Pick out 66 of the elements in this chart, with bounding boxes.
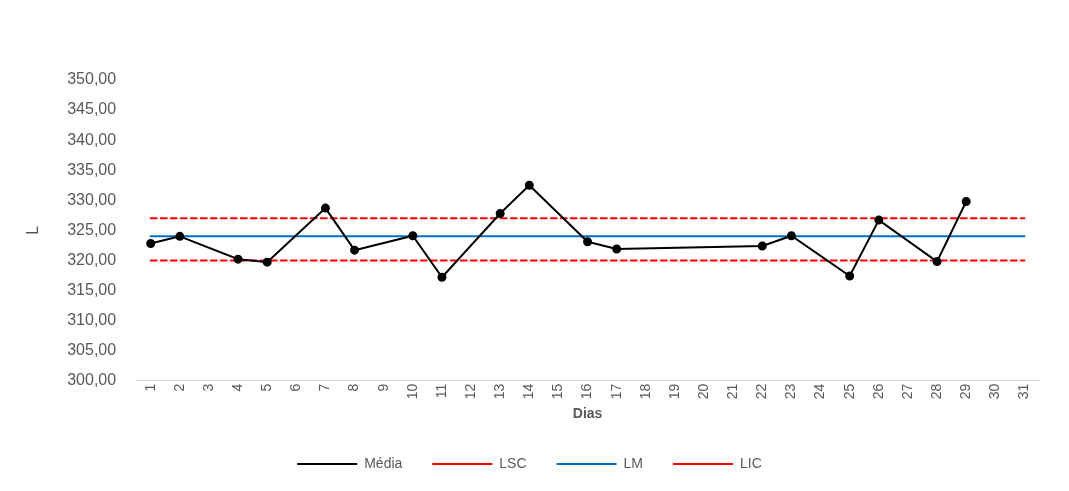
x-tick-label: 31 bbox=[1015, 383, 1032, 400]
x-tick-label: 16 bbox=[578, 383, 595, 400]
point bbox=[845, 271, 855, 281]
y-tick-label: 300,00 bbox=[67, 371, 117, 389]
x-tick-label: 28 bbox=[927, 383, 944, 400]
x-tick-label: 20 bbox=[694, 383, 711, 400]
x-tick-label: 30 bbox=[986, 383, 1003, 400]
x-tick-label: 12 bbox=[461, 383, 478, 400]
x-tick-label: 11 bbox=[432, 383, 449, 399]
x-tick-label: 25 bbox=[840, 383, 857, 400]
x-tick-label: 8 bbox=[345, 383, 362, 392]
point bbox=[612, 244, 622, 254]
x-tick-label: 5 bbox=[258, 383, 275, 392]
x-tick-label: 2 bbox=[170, 383, 187, 392]
y-axis-title: L bbox=[24, 225, 42, 235]
point bbox=[524, 180, 534, 190]
y-tick-label: 305,00 bbox=[67, 340, 117, 358]
x-tick-label: 19 bbox=[665, 383, 682, 400]
point bbox=[583, 237, 593, 247]
x-tick-label: 27 bbox=[898, 383, 915, 400]
y-tick-label: 345,00 bbox=[67, 100, 117, 118]
x-tick-label: 17 bbox=[607, 383, 624, 400]
y-tick-label: 330,00 bbox=[67, 190, 117, 208]
x-tick-label: 10 bbox=[403, 383, 420, 400]
point bbox=[146, 239, 156, 249]
y-tick-label: 320,00 bbox=[67, 250, 117, 268]
point bbox=[408, 231, 418, 241]
point bbox=[437, 272, 447, 282]
point bbox=[932, 257, 942, 267]
x-tick-label: 7 bbox=[316, 383, 333, 392]
x-tick-label: 6 bbox=[287, 383, 304, 392]
x-tick-label: 14 bbox=[520, 383, 537, 400]
x-tick-label: 22 bbox=[753, 383, 770, 400]
x-tick-label: 26 bbox=[869, 383, 886, 400]
point bbox=[961, 196, 971, 206]
point bbox=[175, 231, 185, 241]
point bbox=[350, 245, 360, 255]
y-tick-label: 340,00 bbox=[67, 130, 117, 148]
legend-label: LIC bbox=[740, 454, 762, 471]
y-tick-label: 325,00 bbox=[67, 220, 117, 238]
x-tick-label: 9 bbox=[374, 383, 391, 392]
point bbox=[495, 208, 505, 218]
x-tick-label: 4 bbox=[228, 383, 245, 392]
point bbox=[757, 241, 767, 251]
x-tick-label: 18 bbox=[636, 383, 653, 400]
point bbox=[874, 215, 884, 225]
x-tick-label: 15 bbox=[549, 383, 566, 400]
x-tick-label: 3 bbox=[199, 383, 216, 392]
point bbox=[320, 203, 330, 213]
y-tick-label: 310,00 bbox=[67, 310, 117, 328]
x-tick-label: 29 bbox=[957, 383, 974, 400]
legend-label: LSC bbox=[499, 454, 527, 471]
legend-label: Média bbox=[364, 454, 403, 471]
point bbox=[262, 257, 272, 267]
x-tick-label: 21 bbox=[724, 383, 741, 400]
point bbox=[233, 254, 243, 264]
x-tick-label: 1 bbox=[141, 383, 158, 392]
y-tick-label: 315,00 bbox=[67, 280, 117, 298]
x-tick-label: 24 bbox=[811, 383, 828, 400]
y-tick-label: 335,00 bbox=[67, 160, 117, 178]
x-axis-title: Dias bbox=[572, 405, 603, 422]
legend-label: LM bbox=[623, 454, 644, 471]
point bbox=[786, 231, 796, 241]
y-tick-label: 350,00 bbox=[67, 70, 117, 88]
x-tick-label: 13 bbox=[491, 383, 508, 400]
x-tick-label: 23 bbox=[782, 383, 799, 400]
